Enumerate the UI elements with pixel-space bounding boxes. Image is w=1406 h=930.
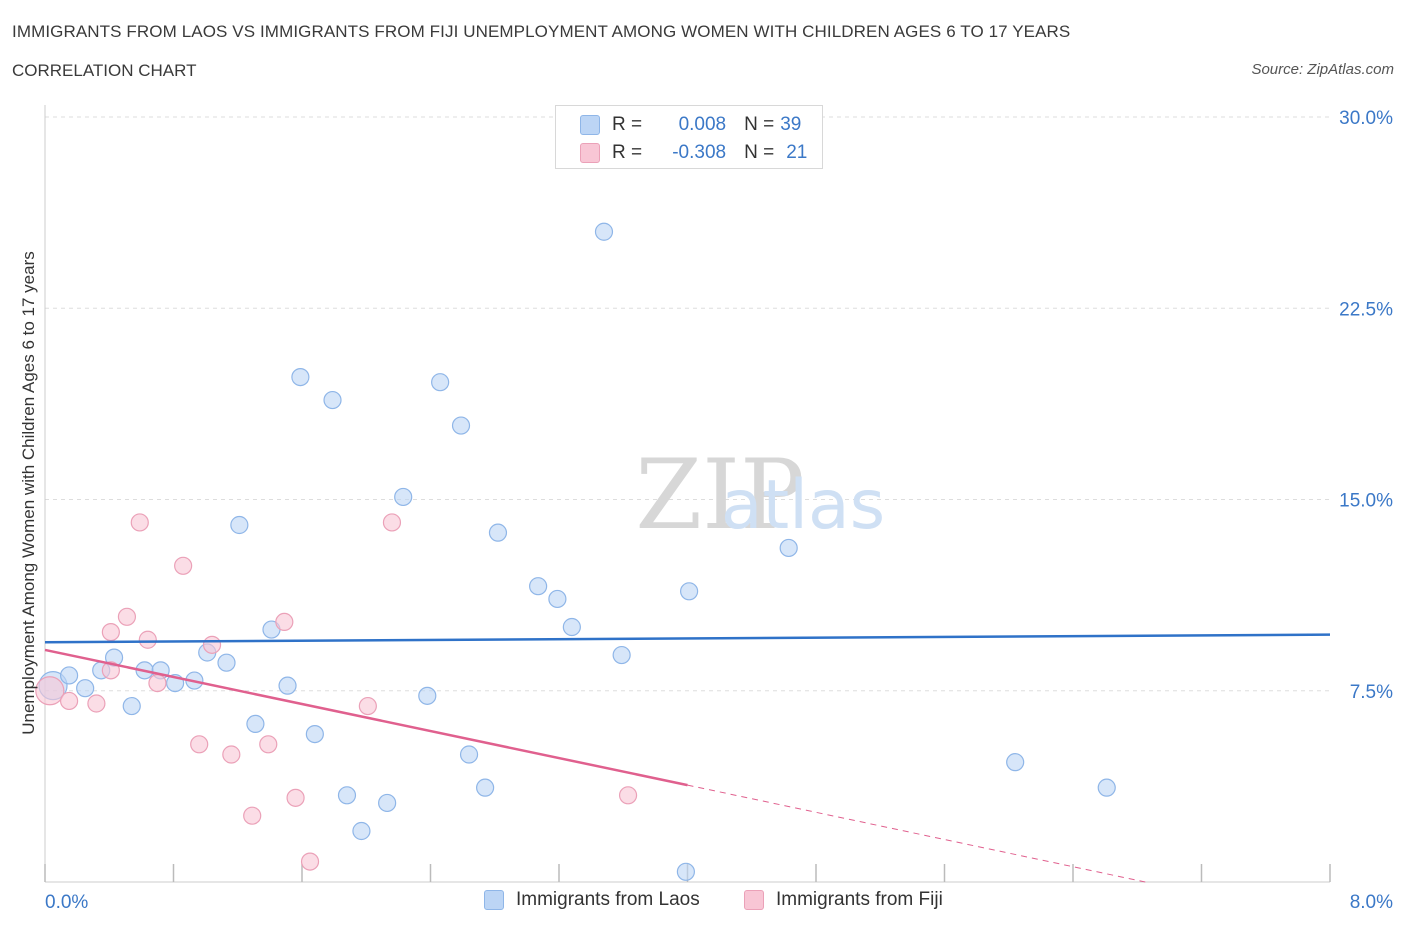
source-label: Source: ZipAtlas.com	[1251, 61, 1394, 78]
laos-n-label: N =	[744, 114, 775, 135]
chart-subtitle: CORRELATION CHART	[12, 61, 197, 80]
laos-point	[323, 390, 342, 410]
legend-row-fiji: R = -0.308 N = 21	[580, 141, 807, 165]
laos-r-value: 0.008	[678, 114, 727, 135]
fiji-point	[101, 661, 120, 680]
fiji-r-label: R =	[612, 142, 643, 163]
fiji-point	[202, 635, 222, 654]
laos-point	[562, 617, 581, 637]
fiji-point	[101, 622, 120, 642]
fiji-trend-line-extension	[687, 784, 1146, 883]
fiji-point	[275, 612, 294, 632]
fiji-swatch	[580, 143, 600, 163]
laos-point	[431, 373, 450, 392]
x-tick-label-max: 8.0%	[1350, 892, 1393, 913]
laos-point	[418, 686, 437, 705]
bottom-laos-label: Immigrants from Laos	[516, 889, 700, 910]
laos-point	[594, 222, 614, 241]
laos-point	[378, 793, 397, 813]
fiji-point	[138, 630, 157, 649]
data-points	[35, 222, 1116, 881]
x-tick-label-min: 0.0%	[45, 892, 88, 913]
fiji-point	[174, 556, 193, 575]
laos-point	[352, 821, 371, 841]
fiji-point	[286, 788, 305, 807]
bottom-fiji-label: Immigrants from Fiji	[776, 889, 943, 910]
laos-point	[680, 582, 699, 601]
laos-point	[291, 368, 310, 387]
laos-point	[612, 645, 631, 665]
laos-point	[305, 724, 324, 744]
legend-row-laos: R = 0.008 N = 39	[580, 113, 801, 137]
bottom-fiji-swatch	[744, 890, 764, 910]
laos-point	[394, 487, 413, 507]
chart-title: IMMIGRANTS FROM LAOS VS IMMIGRANTS FROM …	[12, 22, 1071, 41]
bottom-legend-fiji: Immigrants from Fiji	[744, 889, 943, 911]
laos-point	[529, 577, 548, 596]
fiji-point	[190, 735, 209, 754]
grid-lines	[45, 116, 1330, 692]
laos-point	[246, 714, 265, 734]
laos-point	[278, 676, 297, 695]
fiji-point	[222, 745, 241, 764]
laos-point	[451, 416, 471, 435]
fiji-point	[148, 673, 167, 693]
laos-point	[676, 862, 695, 881]
laos-point	[459, 745, 479, 764]
laos-point	[1097, 778, 1116, 797]
fiji-point	[358, 696, 377, 716]
laos-r-label: R =	[612, 114, 643, 135]
fiji-point	[300, 852, 320, 871]
fiji-point	[618, 786, 638, 805]
laos-point	[217, 653, 236, 672]
laos-point	[122, 696, 141, 716]
axes	[44, 105, 1331, 883]
laos-point	[488, 523, 508, 542]
fiji-point	[243, 806, 262, 825]
fiji-n-label: N =	[744, 142, 775, 163]
bottom-legend-laos: Immigrants from Laos	[484, 889, 700, 911]
bottom-laos-swatch	[484, 890, 504, 910]
y-tick-label: 22.5%	[1339, 299, 1393, 320]
laos-point	[548, 589, 567, 609]
laos-swatch	[580, 115, 600, 135]
laos-point	[59, 666, 79, 685]
y-tick-label: 15.0%	[1339, 491, 1393, 512]
fiji-point	[117, 607, 137, 626]
laos-n-value: 39	[780, 114, 802, 135]
trend-lines	[44, 633, 1331, 883]
y-axis-label: Unemployment Among Women with Children A…	[19, 251, 38, 735]
fiji-point	[87, 694, 106, 713]
fiji-r-value: -0.308	[672, 142, 727, 163]
y-tick-label: 7.5%	[1350, 682, 1393, 703]
y-tick-label: 30.0%	[1339, 108, 1393, 129]
fiji-point	[382, 513, 402, 532]
laos-point	[76, 679, 95, 698]
tick-labels: 7.5% 15.0% 22.5% 30.0% 0.0% 8.0%	[45, 108, 1393, 913]
fiji-n-value: 21	[786, 142, 808, 163]
laos-point	[1006, 753, 1025, 772]
fiji-point	[130, 513, 149, 532]
laos-point	[337, 786, 357, 805]
laos-point	[779, 538, 798, 558]
laos-trend-line	[44, 633, 1331, 644]
laos-point	[476, 778, 495, 797]
watermark-zip: ZIP	[635, 439, 804, 551]
fiji-point	[59, 691, 79, 711]
laos-point	[230, 515, 249, 535]
watermark-atlas: atlas	[721, 466, 885, 545]
fiji-point	[259, 735, 278, 754]
fiji-point	[35, 676, 65, 706]
fiji-trend-line	[44, 648, 688, 787]
correlation-legend: R = 0.008 N = 39 R = -0.308 N = 21	[555, 105, 823, 169]
